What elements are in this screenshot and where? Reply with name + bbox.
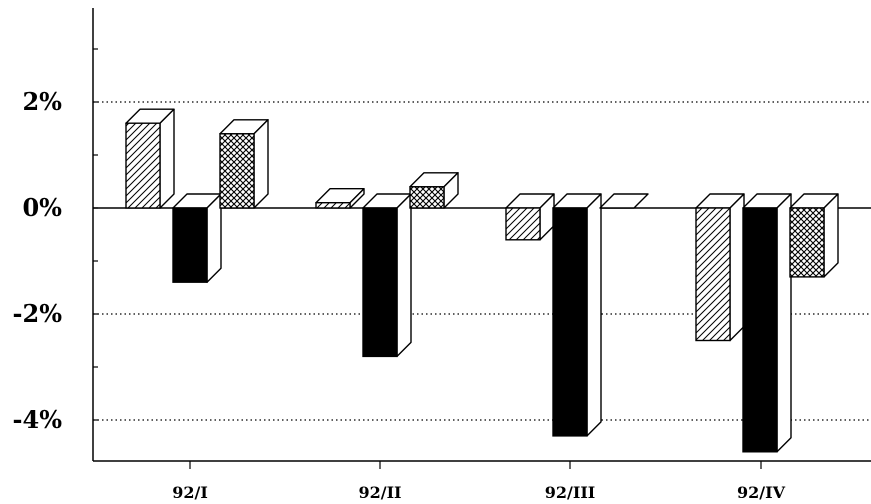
x-tick-label: 92/I — [172, 483, 208, 502]
bar-top-face — [599, 193, 649, 209]
bar-front-face — [409, 186, 445, 209]
bar — [125, 108, 175, 209]
bar-front-face — [552, 207, 588, 437]
bar — [362, 193, 412, 358]
bar-front-face — [219, 133, 255, 209]
y-tick-label: 2% — [22, 87, 62, 116]
bar — [315, 187, 365, 209]
bar-side-face — [253, 119, 269, 209]
bar — [172, 193, 222, 283]
x-tick-label: 92/III — [545, 483, 596, 502]
x-tick-label: 92/II — [358, 483, 401, 502]
bar — [219, 119, 269, 209]
bar-front-face — [315, 201, 351, 209]
bar-side-face — [823, 193, 839, 278]
bar — [695, 193, 745, 342]
bar-front-face — [505, 207, 541, 241]
x-tick-label: 92/IV — [737, 483, 786, 502]
bar-front-face — [125, 122, 161, 209]
y-tick-label: 0% — [22, 193, 62, 222]
bar-front-face — [695, 207, 731, 342]
bar-side-face — [776, 193, 792, 453]
bar — [505, 193, 555, 241]
bars — [125, 108, 839, 453]
bar-side-face — [206, 193, 222, 283]
bar — [742, 193, 792, 453]
bar — [599, 193, 649, 209]
bar — [409, 172, 459, 209]
y-tick-label: -4% — [13, 405, 63, 434]
bar-side-face — [586, 193, 602, 437]
y-tick-label: -2% — [13, 299, 63, 328]
tick-labels: 2% 0% -2% -4% 92/I 92/II 92/III 92/IV — [13, 87, 786, 502]
bar-front-face — [789, 207, 825, 278]
bar-side-face — [396, 193, 412, 358]
bar-side-face — [729, 193, 745, 342]
bar-front-face — [362, 207, 398, 358]
bar-front-face — [172, 207, 208, 283]
bar — [552, 193, 602, 437]
bar-front-face — [742, 207, 778, 453]
bar — [789, 193, 839, 278]
bar-side-face — [159, 108, 175, 209]
